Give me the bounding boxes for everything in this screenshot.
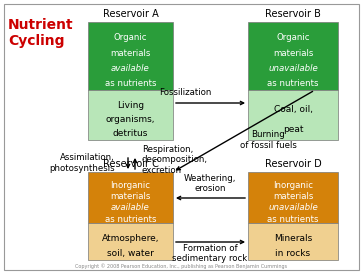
Bar — [88, 223, 173, 260]
Text: Copyright © 2008 Pearson Education, Inc., publishing as Pearson Benjamin Cumming: Copyright © 2008 Pearson Education, Inc.… — [76, 263, 287, 269]
Text: materials: materials — [110, 192, 151, 201]
Text: Organic: Organic — [276, 33, 310, 42]
Text: Organic: Organic — [114, 33, 147, 42]
Text: Assimilation,
photosynthesis: Assimilation, photosynthesis — [49, 153, 115, 173]
Text: peat: peat — [283, 125, 303, 134]
Text: Reservoir B: Reservoir B — [265, 9, 321, 19]
Text: organisms,: organisms, — [106, 115, 155, 124]
Text: Burning
of fossil fuels: Burning of fossil fuels — [240, 130, 297, 150]
Text: as nutrients: as nutrients — [105, 79, 156, 88]
Text: Minerals: Minerals — [274, 234, 312, 243]
Text: soil, water: soil, water — [107, 249, 154, 258]
Text: available: available — [111, 64, 150, 73]
Text: Formation of
sedimentary rock: Formation of sedimentary rock — [172, 244, 248, 263]
Text: Fossilization: Fossilization — [159, 88, 211, 97]
Text: Weathering,
erosion: Weathering, erosion — [184, 174, 236, 193]
Text: Living: Living — [117, 101, 144, 110]
Text: Atmosphere,: Atmosphere, — [102, 234, 159, 243]
Bar — [248, 90, 338, 140]
Text: as nutrients: as nutrients — [267, 79, 319, 88]
Text: available: available — [111, 203, 150, 212]
Text: Inorganic: Inorganic — [273, 181, 313, 190]
Text: Inorganic: Inorganic — [110, 181, 151, 190]
Text: Reservoir A: Reservoir A — [103, 9, 158, 19]
Bar — [88, 172, 173, 223]
Text: materials: materials — [273, 192, 313, 201]
Bar — [88, 90, 173, 140]
Text: as nutrients: as nutrients — [267, 215, 319, 224]
Text: as nutrients: as nutrients — [105, 215, 156, 224]
Bar — [88, 22, 173, 90]
Text: Coal, oil,: Coal, oil, — [273, 105, 313, 114]
Text: unavailable: unavailable — [268, 203, 318, 212]
Text: Reservoir C: Reservoir C — [103, 159, 158, 169]
Text: Reservoir D: Reservoir D — [265, 159, 321, 169]
Bar — [248, 172, 338, 223]
Text: unavailable: unavailable — [268, 64, 318, 73]
Text: materials: materials — [110, 48, 151, 58]
Text: detritus: detritus — [113, 129, 148, 138]
Text: materials: materials — [273, 48, 313, 58]
Bar — [248, 223, 338, 260]
Bar — [248, 22, 338, 90]
Text: Respiration,
decomposition,
excretion: Respiration, decomposition, excretion — [142, 145, 208, 175]
Text: Nutrient
Cycling: Nutrient Cycling — [8, 18, 74, 48]
Text: in rocks: in rocks — [276, 249, 311, 258]
